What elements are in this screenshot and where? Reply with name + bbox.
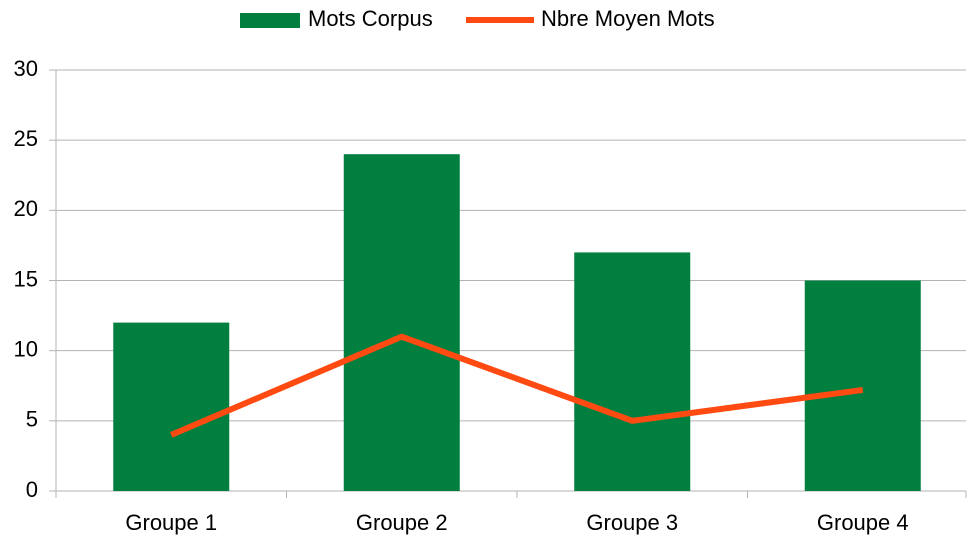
line <box>170 333 864 438</box>
legend-swatch <box>240 13 300 28</box>
x-tick-label: Groupe 4 <box>817 510 909 535</box>
bar <box>804 280 921 491</box>
y-tick-label: 5 <box>26 407 38 432</box>
y-tick-label: 30 <box>14 56 38 81</box>
y-tick-label: 20 <box>14 196 38 221</box>
bar <box>113 322 230 491</box>
y-tick-label: 25 <box>14 126 38 151</box>
legend-label: Mots Corpus <box>308 6 433 31</box>
x-tick-label: Groupe 3 <box>586 510 678 535</box>
y-tick-label: 15 <box>14 266 38 291</box>
bar <box>343 154 460 491</box>
x-tick-label: Groupe 1 <box>125 510 217 535</box>
bar <box>574 252 691 491</box>
y-tick-label: 10 <box>14 336 38 361</box>
x-tick-label: Groupe 2 <box>356 510 448 535</box>
legend-label: Nbre Moyen Mots <box>541 6 715 31</box>
y-tick-label: 0 <box>26 477 38 502</box>
